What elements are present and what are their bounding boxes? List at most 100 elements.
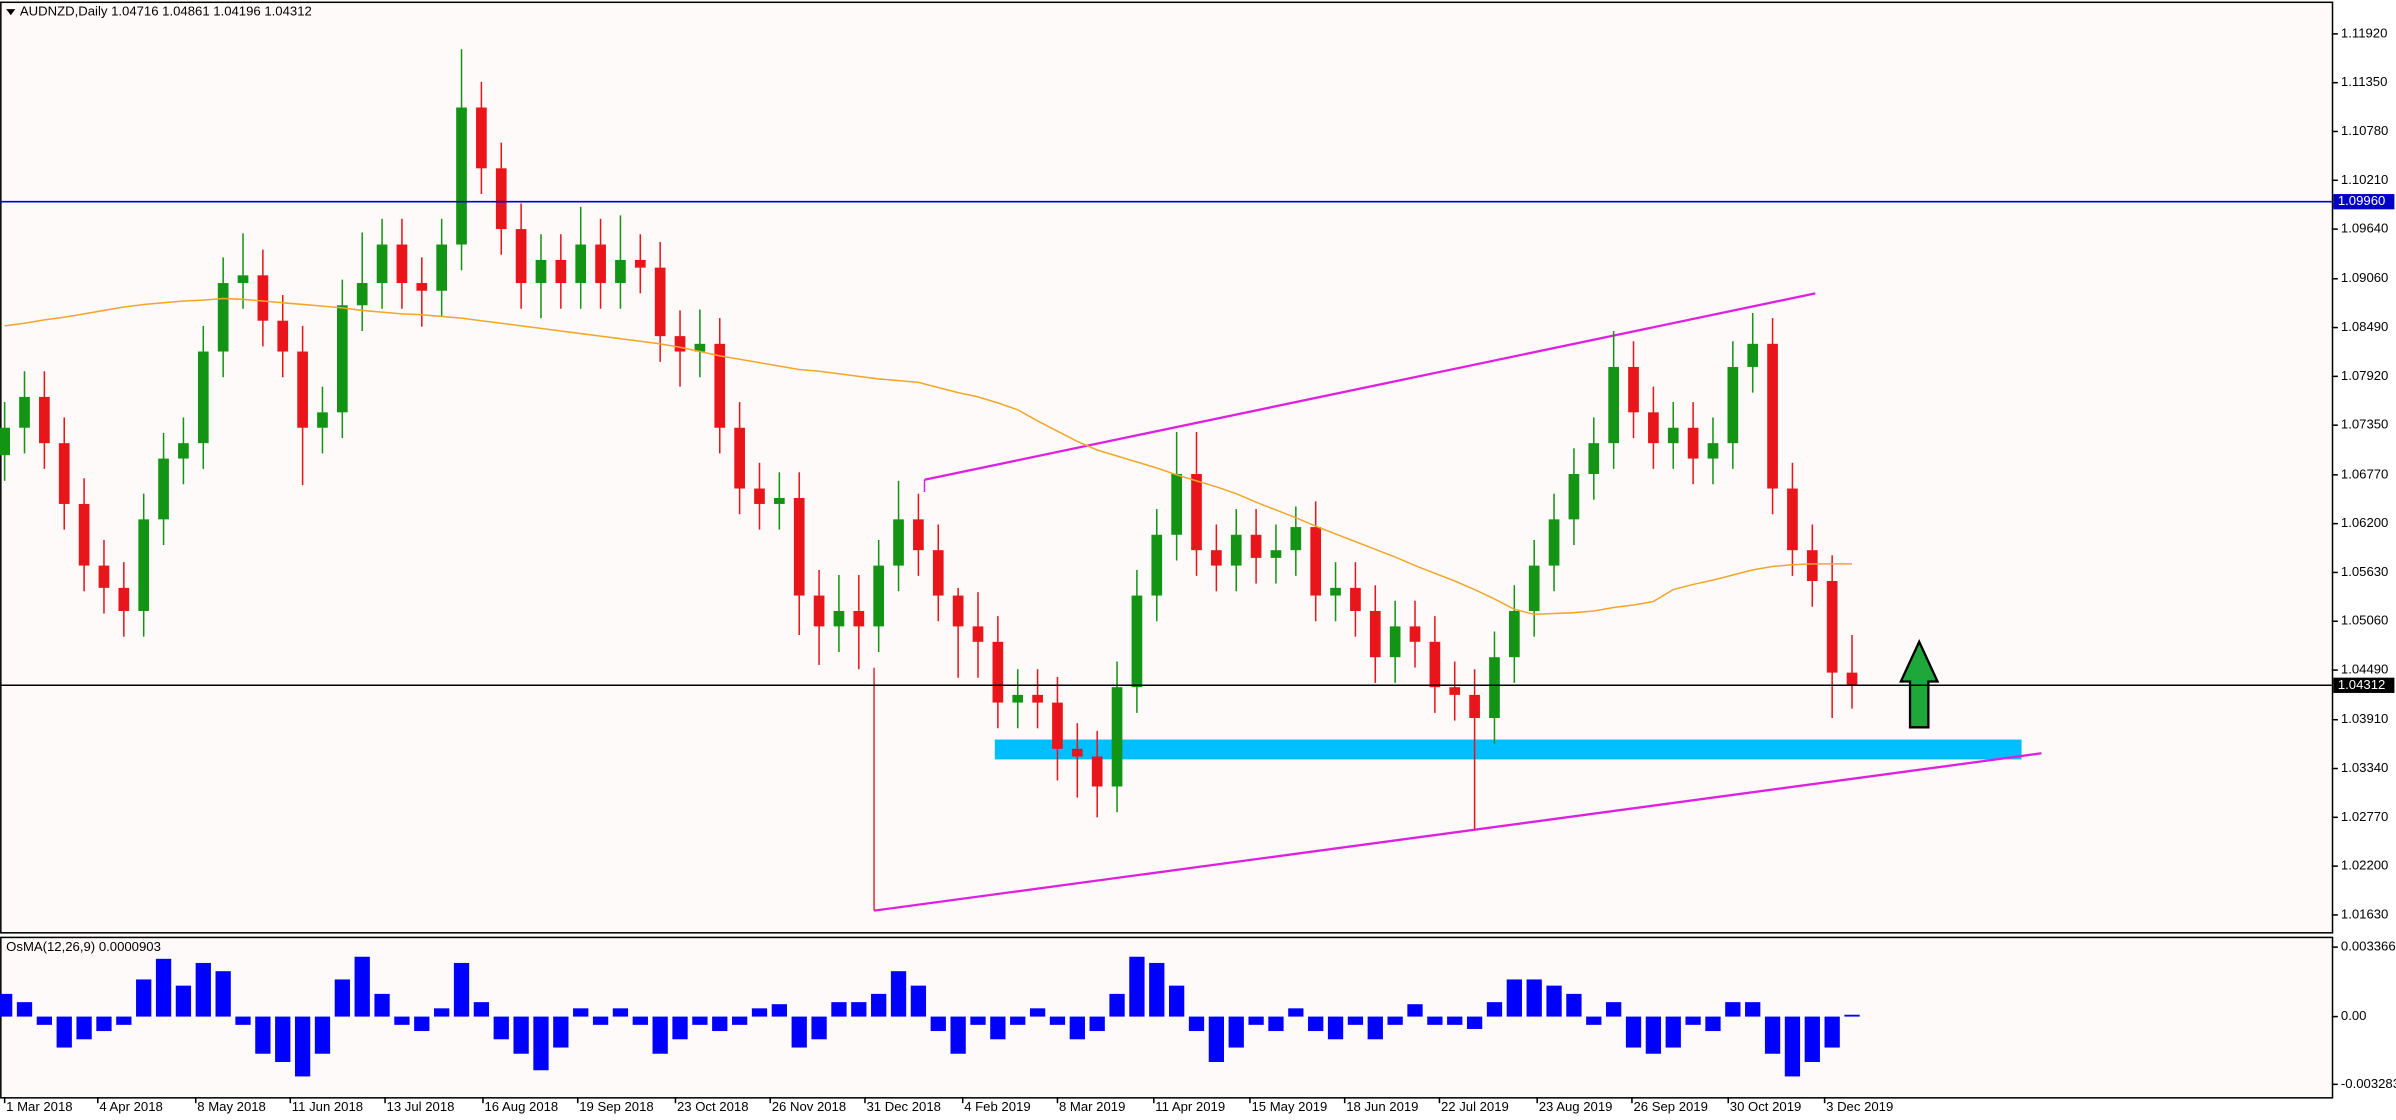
osma-bar xyxy=(354,956,370,1017)
chart-title: AUDNZD,Daily 1.04716 1.04861 1.04196 1.0… xyxy=(20,4,312,19)
x-tick-label: 13 Jul 2018 xyxy=(387,1099,455,1114)
candle-body xyxy=(575,244,587,284)
candle-body xyxy=(595,244,606,284)
candle-body xyxy=(158,458,169,520)
osma-bar xyxy=(573,1008,589,1017)
candle-body xyxy=(1131,595,1143,688)
osma-bar xyxy=(592,1016,609,1025)
candle-body xyxy=(1489,657,1500,719)
osma-bar xyxy=(96,1016,112,1032)
x-tick-label: 4 Feb 2019 xyxy=(964,1099,1030,1114)
price-label: 1.04312 xyxy=(2338,677,2385,692)
osma-bar xyxy=(612,1008,629,1017)
candle-body xyxy=(952,595,964,627)
osma-bar xyxy=(116,1016,132,1025)
candle-body xyxy=(734,427,745,489)
candle-body xyxy=(39,396,50,444)
candle-body xyxy=(694,343,706,352)
candle-body xyxy=(336,305,348,413)
osma-bar xyxy=(1725,1002,1741,1017)
osma-bar xyxy=(1764,1016,1781,1054)
osma-bar xyxy=(1506,979,1522,1017)
candle-body xyxy=(793,497,805,596)
candle-body xyxy=(1250,534,1262,558)
candle-body xyxy=(436,244,448,291)
ticks: 1.11920 1.11350 1.10780 1.10210 1.09640 1.090… xyxy=(3,25,2396,1114)
x-tick-label: 22 Jul 2019 xyxy=(1441,1099,1509,1114)
osma-bar xyxy=(1029,1008,1046,1017)
y-tick-label: 1.07920 xyxy=(2341,368,2388,383)
osma-bar xyxy=(751,1008,768,1017)
candle-body xyxy=(833,610,845,627)
candle-body xyxy=(58,443,70,504)
candle-body xyxy=(1767,343,1778,489)
osma-panel xyxy=(0,936,2334,1099)
candle-body xyxy=(853,610,865,627)
x-tick-label: 4 Apr 2018 xyxy=(99,1099,162,1114)
up-arrow xyxy=(1899,639,1940,729)
x-tick-label: 31 Dec 2018 xyxy=(866,1099,940,1114)
y-tick-label: 1.10210 xyxy=(2341,172,2388,187)
candle-body xyxy=(1667,427,1679,444)
price-label-box xyxy=(2333,194,2395,210)
candle-body xyxy=(654,267,666,337)
x-tick-label: 15 May 2019 xyxy=(1251,1099,1327,1114)
osma-bar xyxy=(1606,1002,1622,1017)
y-tick-label: 1.03910 xyxy=(2341,711,2388,726)
candle-body xyxy=(217,283,229,352)
candle-body xyxy=(138,519,150,611)
osma-bar xyxy=(1367,1016,1383,1040)
osma-bar xyxy=(136,979,152,1017)
candle-body xyxy=(1191,473,1202,551)
candle-body xyxy=(456,107,467,245)
osma-bar xyxy=(374,993,390,1017)
osma-bar xyxy=(851,1002,867,1017)
osma-bar xyxy=(414,1016,430,1032)
candle-body xyxy=(1429,641,1441,688)
osma-bar xyxy=(275,1016,291,1062)
osma-bar xyxy=(930,1016,946,1032)
y-tick-label: 1.06770 xyxy=(2341,466,2388,481)
candle-body xyxy=(257,275,269,321)
osma-bar xyxy=(871,993,887,1017)
candle-body xyxy=(237,275,249,284)
x-tick-label: 11 Jun 2018 xyxy=(292,1099,363,1114)
osma-bar xyxy=(533,1016,549,1071)
candle-body xyxy=(1568,473,1580,520)
osma-bar xyxy=(1566,993,1582,1017)
osma-bar xyxy=(1149,962,1165,1017)
osma-bar xyxy=(255,1016,271,1054)
y-tick-label: 1.09640 xyxy=(2341,221,2388,236)
osma-bar xyxy=(990,1016,1006,1040)
y-tick-label: 1.11920 xyxy=(2341,25,2387,40)
candle-body xyxy=(1369,610,1381,658)
price-label: 1.09960 xyxy=(2338,193,2385,208)
x-tick-label: 8 Mar 2019 xyxy=(1059,1099,1125,1114)
osma-bar xyxy=(1248,1016,1264,1025)
osma-bar xyxy=(1824,1016,1840,1048)
candle-body xyxy=(1310,527,1322,596)
x-tick-label: 16 Aug 2018 xyxy=(485,1099,559,1114)
osma-bar xyxy=(195,962,211,1017)
candle-body xyxy=(1826,581,1838,673)
y-tick-label: 1.06200 xyxy=(2341,515,2388,530)
osma-bar xyxy=(1745,1002,1761,1017)
candle-body xyxy=(1330,587,1341,596)
candle-body xyxy=(277,320,289,352)
osma-bar xyxy=(215,971,231,1017)
candle-body xyxy=(754,488,765,504)
osma-bar xyxy=(473,1002,490,1017)
osma-bar xyxy=(1268,1016,1284,1032)
candle-body xyxy=(1290,527,1302,551)
y-tick-label: 1.05630 xyxy=(2341,564,2388,579)
osma-bar xyxy=(811,1016,827,1040)
y-tick-label: 1.02200 xyxy=(2341,858,2388,873)
candle-body xyxy=(992,641,1004,703)
osma-bar xyxy=(1546,985,1562,1017)
x-tick-label: 26 Sep 2019 xyxy=(1633,1099,1707,1114)
candle-body xyxy=(1389,626,1401,658)
candle-body xyxy=(555,259,567,284)
osma-bar xyxy=(1486,1002,1503,1017)
candle-body xyxy=(1270,550,1282,558)
channel-lower xyxy=(873,752,2042,912)
